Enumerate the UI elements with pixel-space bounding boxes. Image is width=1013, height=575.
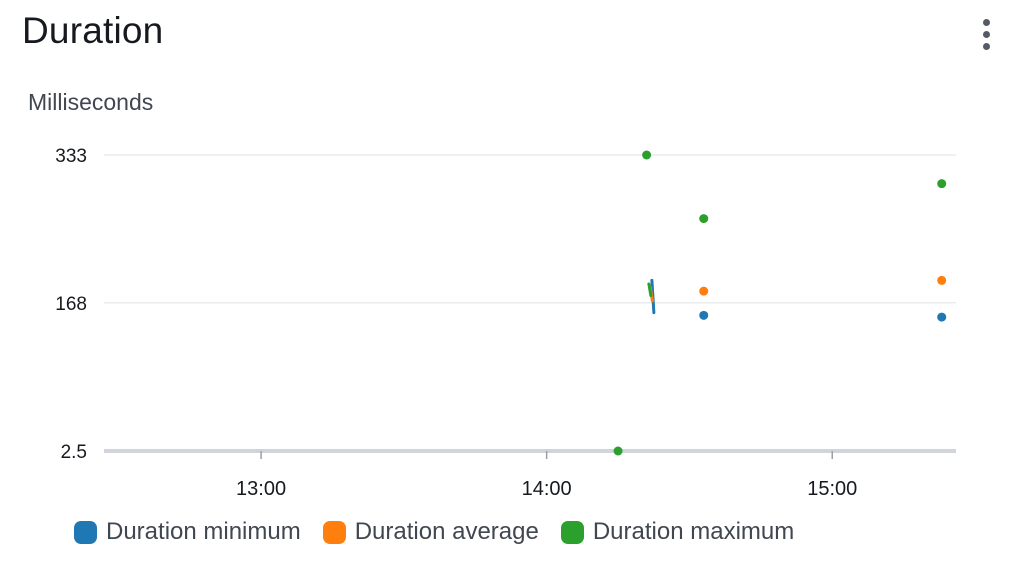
data-point [699,214,709,224]
legend-item-maximum[interactable]: Duration maximum [560,518,795,546]
legend-swatch-maximum [560,520,584,544]
legend-item-minimum[interactable]: Duration minimum [74,518,301,546]
y-tick-label: 2.5 [61,442,87,463]
data-point [699,286,709,296]
x-tick-label: 14:00 [522,478,572,500]
more-vertical-icon-dot [982,42,990,50]
widget-title: Duration [22,10,164,51]
duration-chart[interactable]: 333 168 2.5 13:00 14:00 15:00 [0,0,1013,510]
x-tick-label: 13:00 [236,478,286,500]
y-tick-label: 168 [55,294,87,315]
more-options-button[interactable] [972,14,1000,54]
legend-label-minimum: Duration minimum [106,518,301,545]
y-tick-label: 333 [55,146,87,167]
data-point [699,310,709,320]
legend-label-average: Duration average [354,518,539,545]
legend-item-average[interactable]: Duration average [322,518,539,546]
data-point [937,275,947,285]
legend: Duration minimum Duration average Durati… [74,518,794,546]
legend-label-maximum: Duration maximum [592,518,795,545]
series-line [647,282,653,298]
more-vertical-icon [982,18,990,26]
y-axis-label: Milliseconds [28,89,154,115]
data-point [937,312,947,322]
more-vertical-icon-dot [982,30,990,38]
x-tick-label: 15:00 [807,478,857,500]
data-point [642,150,652,160]
legend-swatch-average [322,520,346,544]
data-point [613,446,623,456]
data-point [937,179,947,189]
legend-swatch-minimum [74,520,97,544]
